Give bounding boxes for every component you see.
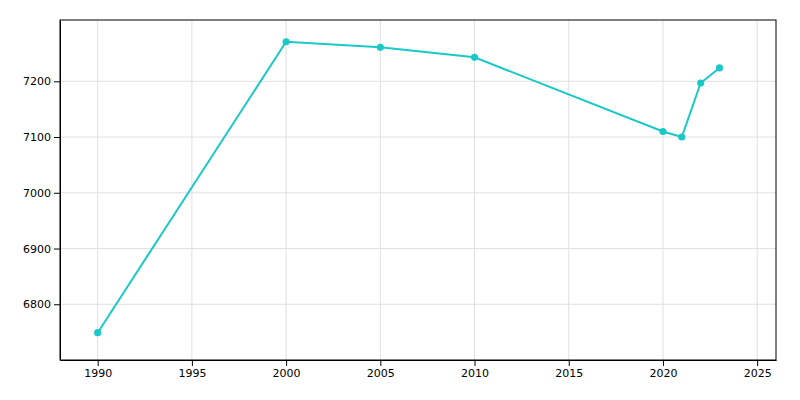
grid-line-x	[568, 20, 569, 360]
tick-mark	[380, 360, 381, 366]
point	[94, 329, 101, 336]
tick-mark	[757, 360, 758, 366]
grid-line-x	[380, 20, 381, 360]
tick: 2010	[461, 360, 489, 380]
x-axis: 1990 1995 2000 2005 2010 2015 2020 2025	[61, 360, 777, 380]
grid-line-x	[97, 20, 98, 360]
tick-mark	[98, 360, 99, 366]
tick-mark	[192, 360, 193, 366]
tick-mark	[569, 360, 570, 366]
tick: 7100	[23, 131, 60, 144]
tick-label: 2025	[744, 367, 772, 380]
grid-line-x	[757, 20, 758, 360]
tick: 6900	[23, 243, 60, 256]
grid-line-y	[60, 81, 776, 82]
y-axis: 6800 6900 7000 7100 7200	[23, 21, 61, 361]
point	[697, 79, 704, 86]
point	[377, 44, 384, 51]
point	[716, 64, 723, 71]
tick-label: 6800	[23, 298, 51, 311]
tick: 2005	[367, 360, 395, 380]
tick-label: 2015	[555, 367, 583, 380]
tick-mark	[54, 193, 60, 194]
tick-label: 2000	[273, 367, 301, 380]
tick-label: 1995	[178, 367, 206, 380]
tick-mark	[475, 360, 476, 366]
grid-line-y	[60, 248, 776, 249]
grid-line-x	[286, 20, 287, 360]
point	[659, 128, 666, 135]
tick-label: 7000	[23, 187, 51, 200]
grid-line-x	[191, 20, 192, 360]
grid-line-y	[60, 304, 776, 305]
tick: 2000	[273, 360, 301, 380]
tick-label: 2020	[649, 367, 677, 380]
tick: 1990	[84, 360, 112, 380]
tick: 2015	[555, 360, 583, 380]
point	[678, 133, 685, 140]
point	[283, 38, 290, 45]
tick-mark	[663, 360, 664, 366]
tick-mark	[54, 137, 60, 138]
line	[98, 42, 720, 333]
grid-line-y	[60, 137, 776, 138]
tick: 6800	[23, 298, 60, 311]
grid-line-x	[662, 20, 663, 360]
tick: 7200	[23, 75, 60, 88]
tick-mark	[54, 249, 60, 250]
tick-label: 7200	[23, 75, 51, 88]
tick-label: 1990	[84, 367, 112, 380]
plot-frame	[60, 20, 776, 360]
chart: 1990 1995 2000 2005 2010 2015 2020 2025 6800 6900…	[0, 0, 800, 400]
grid	[60, 20, 776, 360]
tick-mark	[54, 304, 60, 305]
grid-line-y	[60, 192, 776, 193]
point	[471, 54, 478, 61]
tick-mark	[286, 360, 287, 366]
tick: 1995	[178, 360, 206, 380]
marks	[94, 38, 723, 336]
tick-label: 2005	[367, 367, 395, 380]
grid-line-x	[474, 20, 475, 360]
tick-mark	[54, 81, 60, 82]
tick-label: 6900	[23, 243, 51, 256]
tick-label: 2010	[461, 367, 489, 380]
tick-label: 7100	[23, 131, 51, 144]
tick: 2025	[744, 360, 772, 380]
tick: 2020	[649, 360, 677, 380]
plot: 1990 1995 2000 2005 2010 2015 2020 2025 6800 6900…	[23, 20, 777, 380]
tick: 7000	[23, 187, 60, 200]
